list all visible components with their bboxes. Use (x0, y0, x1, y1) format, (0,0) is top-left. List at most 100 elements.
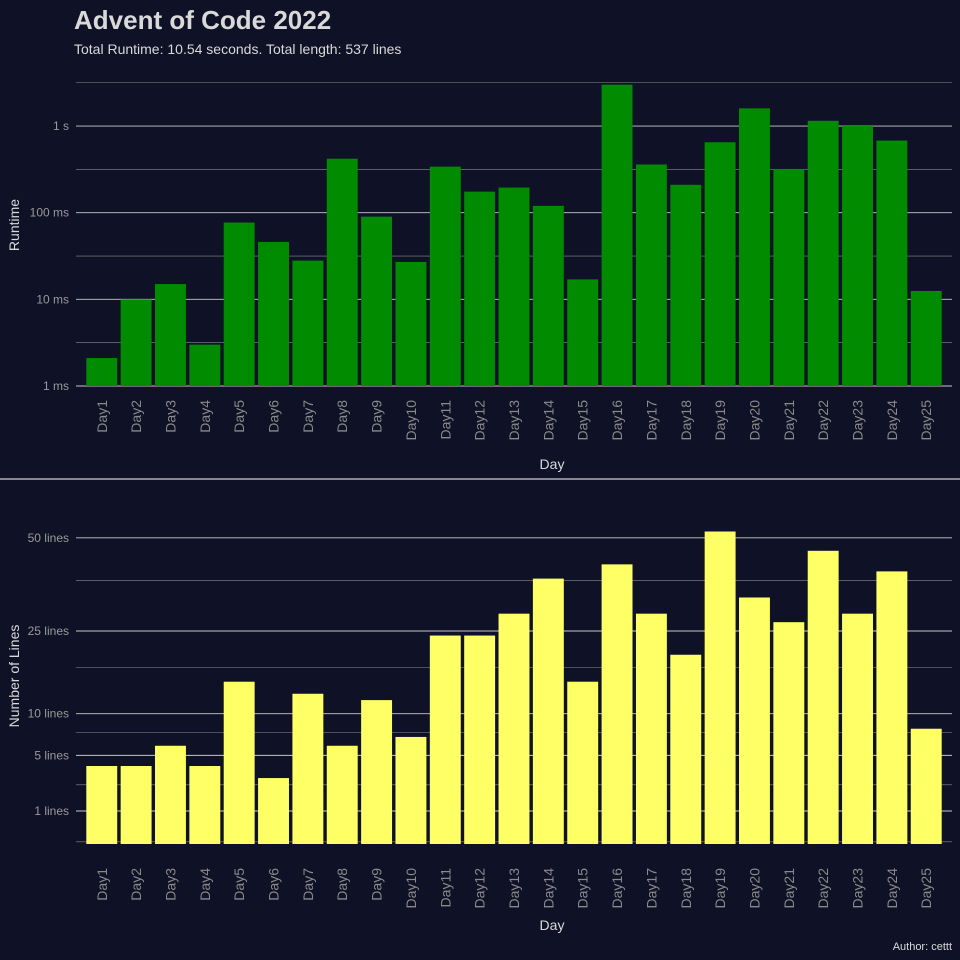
x-tick-label: Day20 (746, 868, 762, 909)
bar-day6 (258, 778, 289, 844)
x-tick-label: Day12 (472, 868, 488, 909)
bar-day25 (910, 728, 942, 844)
bar-day20 (739, 597, 770, 844)
y-tick-label: 1 ms (43, 379, 69, 393)
bar-day17 (635, 613, 667, 844)
x-tick-label: Day18 (678, 400, 694, 441)
bar-day15 (567, 279, 599, 386)
bar-day4 (189, 766, 221, 844)
bar-day14 (532, 578, 564, 844)
bar-day22 (807, 550, 839, 844)
x-tick-label: Day6 (266, 868, 282, 901)
chart-title: Advent of Code 2022 (74, 5, 331, 35)
x-tick-label: Day14 (540, 868, 556, 909)
x-tick-label: Day24 (884, 868, 900, 909)
bar-day2 (120, 766, 152, 844)
x-tick-label: Day5 (231, 868, 247, 901)
x-tick-label: Day11 (437, 868, 453, 908)
bar-day19 (704, 531, 736, 844)
x-tick-label: Day1 (94, 868, 110, 901)
x-tick-label: Day23 (850, 400, 866, 441)
lines-panel: 1 lines 5 lines 10 lines 25 lines 50 lines Da… (6, 531, 952, 933)
x-tick-label: Day8 (334, 400, 350, 433)
bar-day1 (86, 766, 118, 844)
y-tick-label: 10 ms (36, 292, 69, 306)
x-tick-label: Day20 (746, 400, 762, 441)
x-tick-label: Day3 (162, 400, 178, 433)
y-tick-label: 1 lines (34, 804, 69, 818)
x-tick-label: Day7 (300, 868, 316, 901)
x-tick-label: Day4 (197, 868, 213, 901)
x-tick-label: Day11 (437, 400, 453, 440)
x-tick-label: Day22 (815, 868, 831, 909)
bar-day12 (464, 191, 496, 386)
x-tick-label: Day2 (128, 400, 144, 433)
bar-day6 (258, 241, 289, 386)
x-tick-label: Day9 (369, 868, 385, 901)
y-axis-label: Runtime (6, 199, 22, 251)
y-tick-label: 1 s (53, 119, 69, 133)
x-tick-label: Day1 (94, 400, 110, 433)
bar-day16 (601, 564, 633, 844)
bar-day11 (429, 635, 461, 844)
runtime-panel: 1 ms 10 ms 100 ms 1 s Day1 Day2 Day3 Day4 Day5 Da… (6, 82, 952, 472)
bar-day21 (773, 622, 805, 844)
bar-day23 (842, 613, 873, 844)
x-tick-label: Day13 (506, 868, 522, 909)
bar-day3 (155, 284, 186, 386)
x-tick-label: Day17 (643, 868, 659, 909)
x-axis-label: Day (540, 917, 565, 933)
bar-day9 (361, 216, 393, 386)
y-tick-label: 100 ms (30, 206, 69, 220)
caption: Author: cettt (893, 941, 952, 953)
bar-day20 (739, 108, 770, 386)
bar-day10 (395, 261, 427, 386)
bar-day24 (876, 140, 908, 386)
x-tick-label: Day19 (712, 400, 728, 441)
bar-day5 (223, 222, 255, 386)
x-tick-label: Day25 (918, 400, 934, 441)
y-tick-label: 25 lines (28, 624, 69, 638)
bar-day21 (773, 168, 805, 386)
bar-day7 (292, 260, 324, 386)
x-tick-label: Day18 (678, 868, 694, 909)
x-tick-label: Day23 (850, 868, 866, 909)
x-tick-label: Day8 (334, 868, 350, 901)
y-axis-label: Number of Lines (6, 625, 22, 728)
x-tick-label: Day9 (369, 400, 385, 433)
x-tick-label: Day13 (506, 400, 522, 441)
bar-day13 (498, 187, 530, 386)
x-tick-label: Day2 (128, 868, 144, 901)
x-tick-label: Day15 (575, 400, 591, 441)
bar-day2 (120, 299, 152, 386)
bar-day22 (807, 120, 839, 386)
bar-day15 (567, 681, 599, 844)
bar-day18 (670, 184, 702, 386)
x-tick-label: Day21 (781, 868, 797, 909)
x-tick-label: Day7 (300, 400, 316, 433)
y-tick-label: 10 lines (28, 707, 69, 721)
x-tick-label: Day15 (575, 868, 591, 909)
x-tick-label: Day22 (815, 400, 831, 441)
bar-day5 (223, 681, 255, 844)
x-tick-label: Day25 (918, 868, 934, 909)
bar-day9 (361, 700, 393, 844)
bar-day12 (464, 635, 496, 844)
x-tick-label: Day21 (781, 400, 797, 441)
bar-day3 (155, 745, 186, 844)
bar-day14 (532, 205, 564, 386)
bar-day8 (326, 158, 358, 386)
x-axis-label: Day (540, 456, 565, 472)
bar-day8 (326, 745, 358, 844)
bar-day1 (86, 358, 118, 386)
x-tick-label: Day12 (472, 400, 488, 441)
x-tick-label: Day10 (403, 400, 419, 441)
x-tick-label: Day4 (197, 400, 213, 433)
y-tick-label: 50 lines (28, 531, 69, 545)
bar-day18 (670, 654, 702, 844)
x-tick-label: Day16 (609, 400, 625, 441)
bar-day10 (395, 736, 427, 844)
bar-day11 (429, 166, 461, 386)
bar-day23 (842, 126, 873, 387)
